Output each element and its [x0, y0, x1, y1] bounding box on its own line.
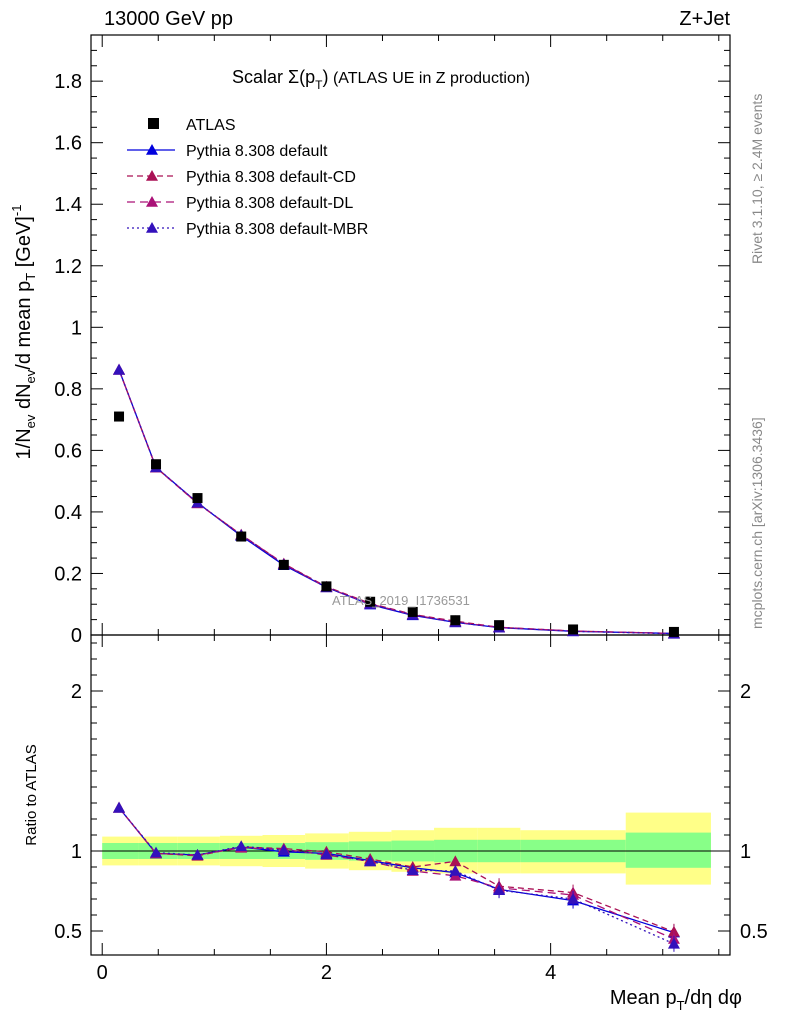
mcplots-reference: mcplots.cern.ch [arXiv:1306.3436] — [749, 417, 765, 629]
top-y-tick-label-2: 0.4 — [54, 502, 82, 524]
top-y-tick-label-6: 1.2 — [54, 256, 82, 278]
ratio-y-tick-label-right-0: 0.5 — [740, 921, 768, 943]
data-point — [450, 615, 461, 626]
series-markers — [113, 363, 680, 952]
ratio-marker-mbr — [191, 849, 204, 860]
ratio-curve-mbr — [118, 807, 675, 945]
legend-marker-default — [146, 144, 158, 155]
ratio-marker-mbr — [150, 846, 163, 858]
data-point — [365, 596, 376, 607]
legend: ATLAS Pythia 8.308 default Pythia 8.308 de… — [127, 117, 368, 238]
top-y-axis-label: 1/Nev dNev/d mean pT [GeV]-1 — [9, 205, 38, 460]
ratio-marker-cd — [449, 855, 462, 867]
ratio-marker-mbr — [667, 937, 680, 949]
axis-tick-labels: 0 2 4 0 0.2 0.4 0.6 0.8 1 1.2 1.4 1.6 1.8 0.5 0.5 1 1 2 2 — [54, 71, 768, 984]
data-point — [668, 626, 679, 637]
ratio-marker-mbr — [493, 884, 506, 895]
ratio-marker-mbr — [567, 893, 580, 904]
ratio-frame — [90, 634, 731, 956]
data-point — [494, 620, 505, 631]
ratio-y-tick-label-2: 2 — [71, 681, 82, 703]
ratio-y-tick-label-right-1: 1 — [740, 841, 751, 863]
x-tick-label-0: 0 — [97, 962, 108, 984]
chart-title: Scalar Σ(pT) (ATLAS UE in Z production) — [232, 67, 530, 92]
legend-label-3: Pythia 8.308 default-DL — [186, 195, 353, 212]
rivet-version-note: Rivet 3.1.10, ≥ 2.4M events — [749, 94, 765, 264]
legend-marker-cd — [146, 170, 158, 181]
ratio-curve-dl — [118, 807, 675, 940]
legend-label-1: Pythia 8.308 default — [186, 143, 328, 160]
ratio-marker-mbr — [406, 864, 419, 875]
data-point — [114, 411, 125, 422]
ratio-bands — [102, 812, 711, 885]
top-y-tick-label-0: 0 — [71, 625, 82, 647]
ratio-y-tick-label-0: 0.5 — [54, 921, 82, 943]
top-y-tick-label-4: 0.8 — [54, 379, 82, 401]
x-axis-label: Mean pT/dη dφ — [610, 987, 742, 1013]
data-point — [407, 606, 418, 617]
analysis-watermark: ATLAS_2019_I1736531 — [332, 593, 470, 608]
legend-label-0: ATLAS — [186, 117, 236, 134]
top-y-tick-label-1: 0.2 — [54, 563, 82, 585]
data-point — [151, 459, 162, 470]
top-y-tick-label-8: 1.6 — [54, 133, 82, 155]
top-y-tick-label-5: 1 — [71, 317, 82, 339]
ratio-marker-mbr — [449, 865, 462, 876]
data-point — [192, 493, 203, 504]
data-point — [321, 581, 332, 592]
top-y-tick-label-3: 0.6 — [54, 440, 82, 462]
ratio-marker-mbr — [113, 801, 126, 813]
header-right: Z+Jet — [679, 8, 730, 30]
ratio-y-tick-label-right-2: 2 — [740, 681, 751, 703]
legend-marker-data — [148, 118, 159, 129]
legend-label-2: Pythia 8.308 default-CD — [186, 169, 356, 186]
data-point — [236, 531, 247, 542]
band-inner-11 — [625, 832, 711, 868]
axis-ticks — [91, 35, 730, 955]
ratio-marker-mbr — [364, 855, 377, 867]
series-curves — [118, 369, 675, 945]
ratio-y-tick-label-1: 1 — [71, 841, 82, 863]
legend-marker-dl — [146, 196, 158, 207]
top-y-tick-label-7: 1.4 — [54, 194, 82, 216]
top-marker-mbr — [113, 363, 126, 375]
data-point — [278, 559, 289, 570]
x-tick-label-1: 2 — [321, 962, 332, 984]
ratio-marker-mbr — [277, 844, 290, 855]
top-curve-mbr — [118, 369, 674, 635]
ratio-curve-cd — [118, 807, 675, 933]
header-left: 13000 GeV pp — [104, 8, 233, 30]
ratio-marker-mbr — [320, 848, 333, 859]
legend-marker-mbr — [146, 222, 158, 233]
top-y-tick-label-9: 1.8 — [54, 71, 82, 93]
data-point — [568, 624, 579, 635]
ratio-y-axis-label: Ratio to ATLAS — [23, 744, 40, 845]
x-tick-label-2: 4 — [545, 962, 556, 984]
legend-label-4: Pythia 8.308 default-MBR — [186, 221, 368, 238]
ratio-marker-mbr — [235, 840, 248, 851]
